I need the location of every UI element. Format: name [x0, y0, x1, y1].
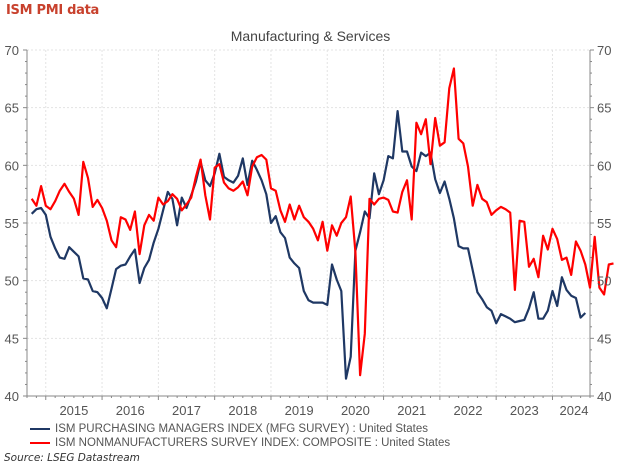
x-tick-label: 2023	[510, 403, 539, 418]
axes	[23, 49, 594, 400]
chart-title: Manufacturing & Services	[230, 28, 391, 44]
y-tick-label-right: 65	[597, 101, 611, 116]
x-tick-label: 2020	[341, 403, 370, 418]
y-tick-label-left: 45	[5, 331, 19, 346]
y-tick-label-right: 70	[597, 43, 611, 58]
y-tick-label-left: 60	[5, 158, 19, 173]
y-tick-label-right: 45	[597, 331, 611, 346]
x-tick-label: 2017	[172, 403, 201, 418]
legend-item-manufacturing: ISM PURCHASING MANAGERS INDEX (MFG SURVE…	[30, 422, 450, 436]
series-line-manufacturing	[30, 109, 587, 380]
y-tick-label-left: 50	[5, 274, 19, 289]
series-lines	[30, 67, 614, 380]
y-tick-label-right: 50	[597, 274, 611, 289]
x-tick-label: 2018	[228, 403, 257, 418]
legend-swatch-services	[30, 442, 50, 444]
tick-labels: 40 40 45 45 50 50 55 55 60 60 65 65 70 70 2015 2016 2017…	[5, 43, 612, 418]
y-tick-label-right: 40	[597, 389, 611, 404]
legend-item-services: ISM NONMANUFACTURERS SURVEY INDEX: COMPO…	[30, 436, 450, 450]
x-tick-label: 2015	[59, 403, 88, 418]
x-tick-label: 2024	[560, 403, 589, 418]
x-tick-label: 2021	[397, 403, 426, 418]
line-chart: 40 40 45 45 50 50 55 55 60 60 65 65 70 70 2015 2016 2017…	[5, 43, 614, 418]
x-tick-label: 2019	[285, 403, 314, 418]
x-tick-label: 2016	[116, 403, 145, 418]
legend-label-manufacturing: ISM PURCHASING MANAGERS INDEX (MFG SURVE…	[55, 423, 428, 435]
source-note: Source: LSEG Datastream	[4, 452, 140, 464]
y-tick-label-left: 40	[5, 389, 19, 404]
y-tick-label-left: 55	[5, 216, 19, 231]
series-line-services	[30, 67, 614, 377]
x-tick-label: 2022	[454, 403, 483, 418]
header-title: ISM PMI data	[6, 3, 99, 18]
legend: ISM PURCHASING MANAGERS INDEX (MFG SURVE…	[30, 422, 450, 450]
y-tick-label-right: 55	[597, 216, 611, 231]
legend-label-services: ISM NONMANUFACTURERS SURVEY INDEX: COMPO…	[55, 437, 451, 449]
legend-swatch-manufacturing	[30, 428, 50, 430]
y-tick-label-right: 60	[597, 158, 611, 173]
y-tick-label-left: 65	[5, 101, 19, 116]
y-tick-label-left: 70	[5, 43, 19, 58]
